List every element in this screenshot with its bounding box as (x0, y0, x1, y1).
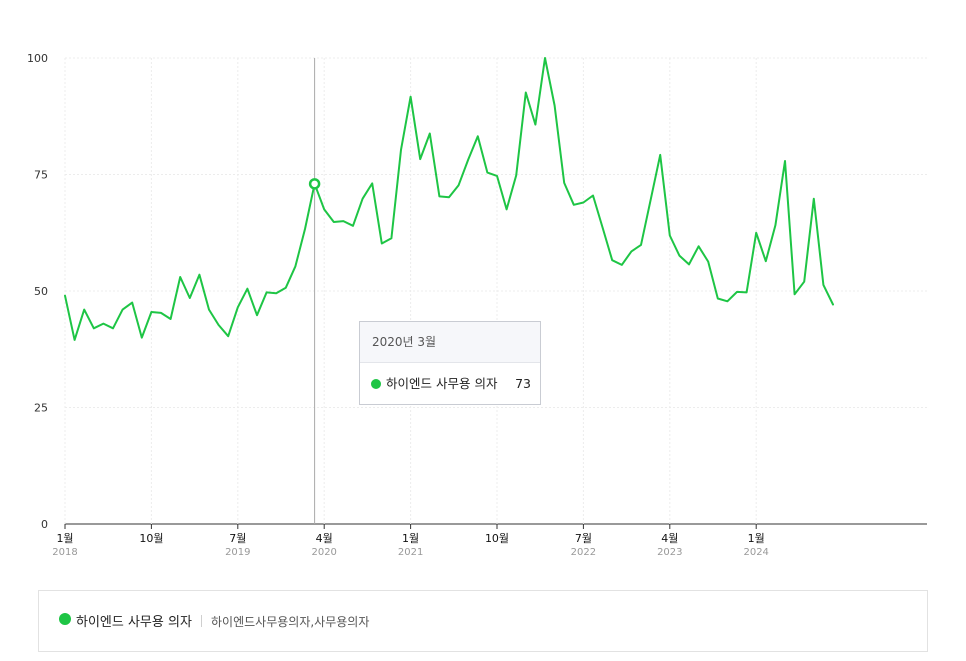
tooltip-title: 2020년 3월 (360, 322, 540, 363)
grid-lines (64, 57, 927, 525)
x-tick-label: 4월 (661, 532, 678, 545)
y-tick-label: 25 (34, 402, 48, 415)
x-tick-label: 10월 (485, 532, 509, 545)
chart-tooltip: 2020년 3월 하이엔드 사무용 의자 73 (359, 321, 541, 405)
y-tick-label: 50 (34, 285, 48, 298)
x-axis: 1월 2018 10월 7월 2019 4월 2020 1월 2021 10월 7월 2022 4월 20… (52, 524, 769, 558)
y-axis: 0 25 50 75 100 (27, 52, 48, 531)
x-tick-label: 4월 (316, 532, 333, 545)
y-tick-label: 0 (41, 518, 48, 531)
x-tick-label: 10월 (139, 532, 163, 545)
x-tick-label: 7월 (575, 532, 592, 545)
x-tick-year: 2020 (311, 547, 336, 558)
series-color-dot-icon (371, 379, 381, 389)
tooltip-row: 하이엔드 사무용 의자 73 (360, 363, 540, 405)
legend-series-name[interactable]: 하이엔드 사무용 의자 (76, 615, 192, 630)
x-tick-year: 2024 (743, 547, 768, 558)
x-tick-year: 2023 (657, 547, 682, 558)
tooltip-series-name: 하이엔드 사무용 의자 (386, 376, 498, 391)
y-tick-label: 100 (27, 52, 48, 65)
x-tick-label: 1월 (748, 532, 765, 545)
x-tick-year: 2022 (571, 547, 596, 558)
x-tick-label: 1월 (56, 532, 73, 545)
x-tick-year: 2019 (225, 547, 250, 558)
x-tick-label: 1월 (402, 532, 419, 545)
x-tick-year: 2018 (52, 547, 77, 558)
legend-divider (201, 615, 202, 627)
x-tick-year: 2021 (398, 547, 423, 558)
legend-keywords: 하이엔드사무용의자,사무용의자 (211, 615, 370, 629)
hover-marker[interactable] (308, 178, 321, 190)
series-line-path (64, 57, 834, 341)
legend: 하이엔드 사무용 의자 하이엔드사무용의자,사무용의자 (38, 590, 928, 652)
x-tick-label: 7월 (229, 532, 246, 545)
legend-color-dot-icon (59, 613, 71, 625)
line-chart: 0 25 50 75 100 1월 2018 10월 7월 2019 4월 2020 1월 2021 10… (27, 52, 927, 558)
tooltip-value: 73 (515, 376, 531, 391)
series-line (64, 57, 834, 341)
y-tick-label: 75 (34, 169, 48, 182)
